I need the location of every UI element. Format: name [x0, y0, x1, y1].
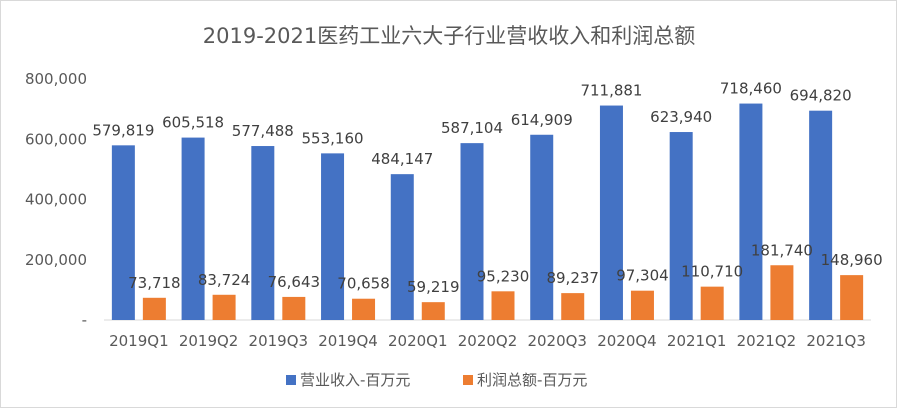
profit-data-label: 70,658 [337, 275, 390, 293]
profit-data-label: 181,740 [751, 241, 813, 259]
profit-data-label: 148,960 [821, 251, 883, 269]
revenue-data-label: 484,147 [371, 150, 433, 168]
legend-swatch [463, 375, 473, 385]
revenue-bar [809, 110, 833, 320]
x-tick-label: 2021Q3 [806, 332, 866, 350]
revenue-bar [739, 103, 763, 320]
revenue-bar [181, 137, 205, 320]
revenue-bar [111, 145, 135, 320]
y-axis: - 200,000 400,000 600,000 800,000 [25, 70, 87, 329]
y-tick-label: - [82, 311, 87, 329]
data-labels: 579,819 605,518 577,488 553,160 484,147 587,1… [92, 80, 882, 297]
profit-data-label: 89,237 [546, 269, 599, 287]
revenue-data-label: 614,909 [511, 111, 573, 129]
revenue-bar [669, 132, 693, 320]
x-tick-label: 2020Q1 [388, 332, 448, 350]
profit-bar [561, 293, 585, 320]
revenue-bar [321, 153, 345, 320]
x-tick-label: 2020Q4 [597, 332, 657, 350]
x-tick-label: 2021Q1 [667, 332, 727, 350]
revenue-data-label: 605,518 [162, 114, 224, 132]
bars [111, 103, 864, 321]
revenue-bar [460, 143, 484, 320]
y-tick-label: 200,000 [25, 251, 87, 269]
profit-bar [770, 265, 794, 320]
profit-bar [421, 302, 445, 320]
revenue-bar [599, 105, 623, 321]
revenue-data-label: 623,940 [650, 108, 712, 126]
revenue-data-label: 577,488 [232, 122, 294, 140]
profit-data-label: 97,304 [616, 267, 669, 285]
x-tick-label: 2020Q2 [458, 332, 518, 350]
revenue-bar [390, 174, 414, 320]
y-tick-label: 400,000 [25, 191, 87, 209]
revenue-data-label: 711,881 [580, 82, 642, 100]
profit-data-label: 110,710 [681, 263, 743, 281]
revenue-data-label: 718,460 [720, 80, 782, 98]
x-tick-label: 2019Q1 [109, 332, 169, 350]
revenue-data-label: 579,819 [92, 121, 154, 139]
profit-data-label: 59,219 [407, 278, 460, 296]
revenue-bar [530, 134, 554, 320]
y-tick-label: 800,000 [25, 70, 87, 88]
legend: 营业收入-百万元 利润总额-百万元 [286, 371, 587, 389]
legend-label: 营业收入-百万元 [300, 371, 410, 389]
legend-swatch [286, 375, 296, 385]
x-tick-label: 2019Q4 [318, 332, 378, 350]
y-tick-label: 600,000 [25, 130, 87, 148]
x-tick-label: 2021Q2 [737, 332, 797, 350]
profit-bar [630, 290, 654, 320]
x-axis: 2019Q1 2019Q2 2019Q3 2019Q4 2020Q1 2020Q2 2020… [104, 319, 871, 350]
revenue-data-label: 694,820 [790, 87, 852, 105]
profit-data-label: 95,230 [477, 267, 530, 285]
profit-bar [212, 294, 236, 320]
profit-bar [491, 291, 515, 320]
profit-data-label: 73,718 [128, 274, 181, 292]
profit-bar [700, 286, 724, 320]
revenue-bar [251, 146, 275, 320]
profit-data-label: 76,643 [268, 273, 321, 291]
x-tick-label: 2020Q3 [527, 332, 587, 350]
profit-bar [840, 275, 864, 320]
revenue-data-label: 587,104 [441, 119, 503, 137]
legend-label: 利润总额-百万元 [477, 371, 587, 389]
profit-bar [352, 298, 376, 320]
chart-title: 2019-2021医药工业六大子行业营收收入和利润总额 [203, 24, 695, 48]
x-tick-label: 2019Q3 [249, 332, 309, 350]
profit-data-label: 83,724 [198, 271, 251, 289]
x-tick-label: 2019Q2 [179, 332, 239, 350]
profit-bar [282, 296, 306, 320]
profit-bar [142, 297, 166, 320]
revenue-data-label: 553,160 [302, 129, 364, 147]
